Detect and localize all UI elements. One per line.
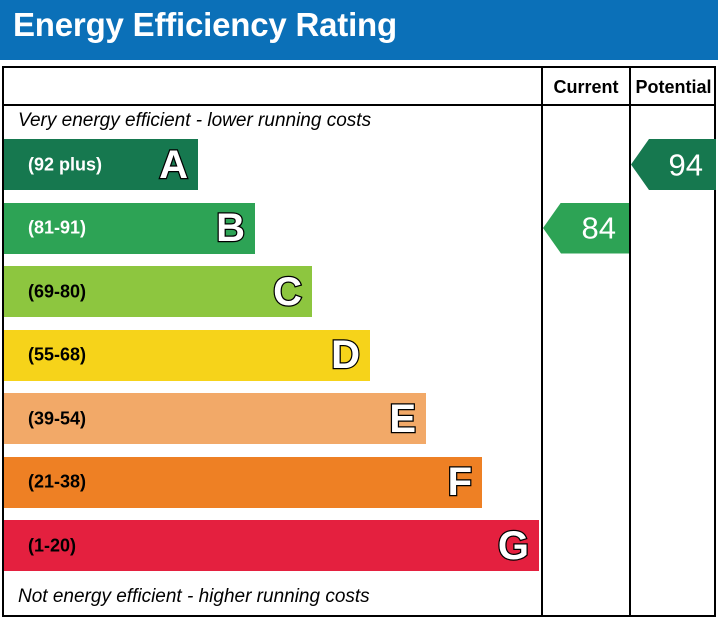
rating-band-a: (92 plus) A	[4, 139, 198, 190]
band-letter-label: A	[158, 142, 189, 187]
band-letter-label: B	[215, 206, 246, 250]
band-letter-label: E	[388, 396, 417, 441]
rating-band-f: (21-38) F	[4, 456, 482, 508]
band-range-label: (1-20)	[28, 535, 77, 555]
rating-band-d: (55-68) D	[4, 329, 370, 381]
band-letter-label: G	[497, 523, 531, 568]
header-divider	[4, 104, 714, 106]
rating-band-e: (39-54) E	[4, 393, 426, 444]
rating-table: Current Potential Very energy efficient …	[2, 66, 716, 617]
current-rating-value: 84	[581, 210, 616, 246]
band-range-label: (92 plus)	[28, 154, 103, 174]
rating-bands: (92 plus) A (81-91) B (69-80) C (55-68) D (39-54…	[4, 139, 539, 584]
potential-column-divider	[629, 68, 631, 615]
potential-rating-value: 94	[668, 147, 703, 182]
page-title: Energy Efficiency Rating	[13, 6, 397, 43]
current-column-header: Current	[553, 77, 619, 97]
band-letter-label: D	[330, 333, 361, 377]
band-range-label: (39-54)	[28, 408, 87, 428]
potential-column-header: Potential	[635, 77, 712, 97]
band-range-label: (69-80)	[28, 281, 87, 301]
band-range-label: (55-68)	[28, 344, 87, 365]
caption-not-efficient: Not energy efficient - higher running co…	[18, 586, 370, 607]
potential-rating-arrow: 94	[631, 139, 716, 190]
band-letter-label: C	[272, 269, 303, 314]
rating-band-b: (81-91) B	[4, 202, 255, 254]
band-letter-label: F	[446, 460, 473, 504]
caption-very-efficient: Very energy efficient - lower running co…	[18, 110, 372, 131]
rating-band-c: (69-80) C	[4, 266, 312, 317]
band-range-label: (21-38)	[28, 471, 87, 492]
rating-band-g: (1-20) G	[4, 520, 539, 571]
current-column-divider	[541, 68, 543, 615]
band-range-label: (81-91)	[28, 217, 87, 238]
current-rating-arrow: 84	[543, 202, 629, 254]
chart-title-bar: Energy Efficiency Rating	[0, 0, 718, 60]
